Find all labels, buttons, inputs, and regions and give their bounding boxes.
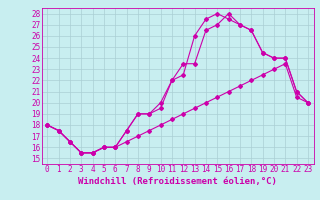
- X-axis label: Windchill (Refroidissement éolien,°C): Windchill (Refroidissement éolien,°C): [78, 177, 277, 186]
